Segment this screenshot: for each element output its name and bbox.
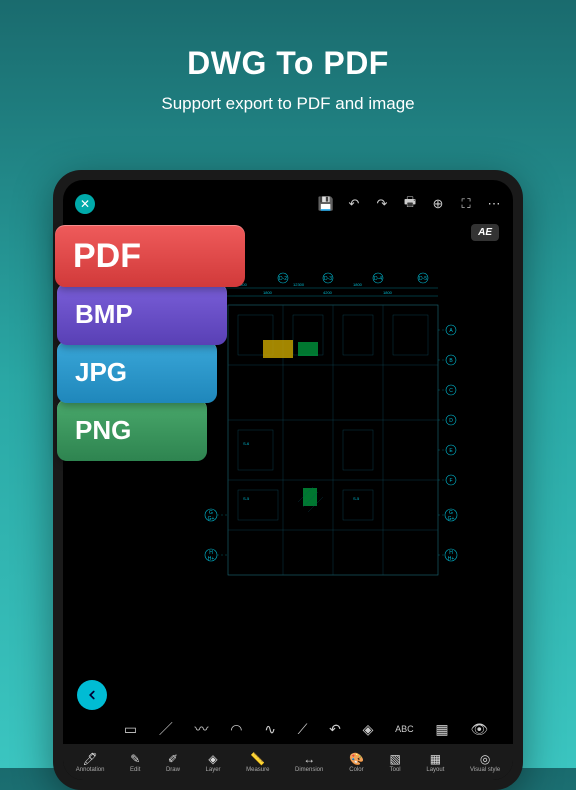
nav-visual-style[interactable]: ◎Visual style (470, 752, 500, 773)
rect-tool-icon[interactable]: ▭ (124, 721, 137, 738)
line-tool-icon[interactable]: ／ (159, 719, 173, 739)
quick-tools: ▭ ／ 〰 ◠ ∿ ⟋ ↶ ◈ ABC ▦ 👁 (113, 714, 499, 744)
layers-tool-icon[interactable]: ◈ (363, 721, 374, 738)
arc-tool-icon[interactable]: ◠ (230, 721, 242, 738)
print-icon[interactable]: 🖶 (403, 197, 417, 211)
chevron-left-icon (85, 688, 99, 702)
nav-measure[interactable]: 📏Measure (246, 752, 269, 773)
grid-tool-icon[interactable]: ▦ (435, 721, 448, 738)
svg-text:F: F (449, 478, 452, 484)
fullscreen-icon[interactable]: ⛶ (459, 197, 473, 211)
zoom-icon[interactable]: ⊕ (431, 197, 445, 211)
top-toolbar: ✕ 💾 ↶ ↷ 🖶 ⊕ ⛶ ⋯ (63, 190, 513, 218)
svg-text:H+: H+ (448, 556, 455, 562)
edit-icon: ✎ (130, 752, 140, 766)
color-icon: 🎨 (349, 752, 364, 766)
view-tool-icon[interactable]: 👁 (470, 721, 488, 738)
undo-icon[interactable]: ↶ (347, 197, 361, 211)
nav-dimension[interactable]: ↔Dimension (295, 752, 323, 773)
svg-text:G+: G+ (448, 516, 455, 522)
dim-label: 1800 (383, 290, 393, 295)
back-fab[interactable] (77, 680, 107, 710)
svg-text:B: B (449, 358, 453, 364)
dim-label: 1800 (353, 282, 363, 287)
text-tool-icon[interactable]: ABC (395, 724, 414, 734)
bottom-nav: 🖊Annotation ✎Edit ✐Draw ◈Layer 📏Measure … (63, 744, 513, 780)
svg-text:S-5: S-5 (243, 496, 250, 501)
visual-style-icon: ◎ (480, 752, 490, 766)
polyline-tool-icon[interactable]: 〰 (195, 719, 209, 739)
more-icon[interactable]: ⋯ (487, 197, 501, 211)
path-tool-icon[interactable]: ⟋ (298, 721, 308, 738)
dimension-icon: ↔ (303, 752, 315, 766)
page-subtitle: Support export to PDF and image (0, 94, 576, 114)
page-title: DWG To PDF (0, 45, 576, 82)
svg-text:D-3: D-3 (324, 276, 332, 282)
nav-layout[interactable]: ▦Layout (426, 752, 444, 773)
format-jpg-tag: JPG (57, 341, 217, 403)
format-png-tag: PNG (57, 399, 207, 461)
close-button[interactable]: ✕ (75, 194, 95, 214)
grid-rows-right: A B C D E F GG+ HH+ (445, 325, 457, 562)
layout-icon: ▦ (430, 752, 441, 766)
tool-icon: ▧ (389, 752, 400, 766)
nav-draw[interactable]: ✐Draw (166, 752, 180, 773)
measure-icon: 📏 (250, 752, 265, 766)
top-actions: 💾 ↶ ↷ 🖶 ⊕ ⛶ ⋯ (319, 197, 501, 211)
grid-columns: D-1 D-2 D-3 D-4 D-5 (233, 273, 428, 283)
dim-label: 4200 (323, 290, 333, 295)
svg-text:H+: H+ (208, 556, 215, 562)
svg-text:E: E (449, 448, 453, 454)
svg-text:G+: G+ (208, 516, 215, 522)
nav-color[interactable]: 🎨Color (349, 752, 364, 773)
svg-text:D-2: D-2 (279, 276, 287, 282)
draw-icon: ✐ (168, 752, 178, 766)
svg-text:A: A (449, 328, 453, 334)
svg-text:D-5: D-5 (419, 276, 427, 282)
dim-label: 12300 (293, 282, 305, 287)
format-pdf-tag: PDF (55, 225, 245, 287)
annotation-icon: 🖊 (83, 752, 98, 766)
nav-layer[interactable]: ◈Layer (206, 752, 221, 773)
layer-icon: ◈ (208, 752, 217, 766)
undo-tool-icon[interactable]: ↶ (329, 721, 341, 738)
promo-header: DWG To PDF Support export to PDF and ima… (0, 0, 576, 114)
svg-text:D-4: D-4 (374, 276, 382, 282)
svg-text:S-5: S-5 (353, 496, 360, 501)
svg-text:C: C (449, 388, 453, 394)
format-tags: PDF BMP JPG PNG (55, 225, 245, 457)
redo-icon[interactable]: ↷ (375, 197, 389, 211)
curve-tool-icon[interactable]: ∿ (264, 721, 276, 738)
dim-label: 1800 (263, 290, 273, 295)
nav-tool[interactable]: ▧Tool (389, 752, 400, 773)
svg-text:D: D (449, 418, 453, 424)
format-bmp-tag: BMP (57, 283, 227, 345)
nav-annotation[interactable]: 🖊Annotation (76, 752, 105, 773)
grid-rows-left: GG+ HH+ (205, 509, 217, 562)
ae-badge[interactable]: AE (471, 224, 499, 241)
save-icon[interactable]: 💾 (319, 197, 333, 211)
nav-edit[interactable]: ✎Edit (130, 752, 140, 773)
